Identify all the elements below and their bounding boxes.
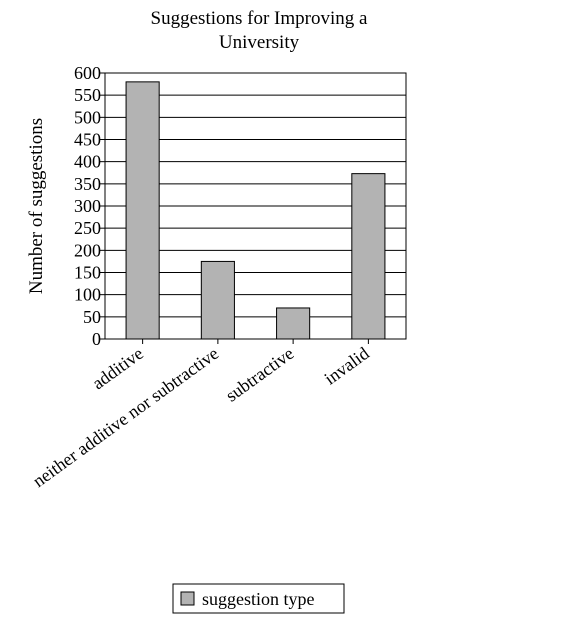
y-tick-label: 0 [92,329,101,349]
plot-border [104,72,407,340]
chart-title: Suggestions for Improving a University [151,8,368,53]
y-tick-label: 100 [74,285,101,305]
bar-invalid [351,173,386,340]
y-tick-label: 450 [74,130,101,150]
plot-frame [104,72,407,340]
x-tick-label: additive [88,343,147,393]
legend-swatch [180,591,195,606]
y-axis-label: Number of suggestions [26,118,47,294]
bar-neither-additive-nor-subtractive [200,260,235,340]
y-tick-label: 350 [74,174,101,194]
y-tick-label: 400 [74,152,101,172]
y-tick-label: 550 [74,85,101,105]
legend-label: suggestion type [202,589,315,609]
chart-title-line-1: Suggestions for Improving a [151,8,368,29]
bar-additive [125,81,160,340]
y-tick-label: 200 [74,240,101,260]
y-tick-label: 300 [74,196,101,216]
chart-title-line-2: University [219,32,300,53]
legend-box [172,583,345,614]
y-tick-label: 500 [74,107,101,127]
bar-subtractive [276,307,311,340]
y-tick-label: 50 [83,307,101,327]
y-tick-label: 150 [74,263,101,283]
y-tick-label: 600 [74,63,101,83]
y-tick-label: 250 [74,218,101,238]
x-tick-label: subtractive [222,343,298,406]
bars [125,81,386,340]
x-tick-label: invalid [321,343,373,389]
legend: suggestion type [172,583,345,614]
